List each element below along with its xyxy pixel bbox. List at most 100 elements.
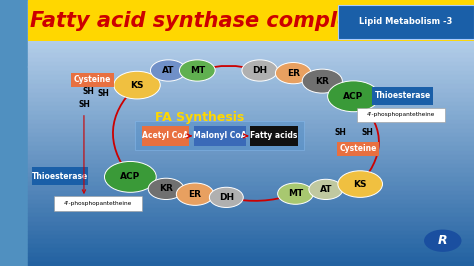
FancyBboxPatch shape bbox=[55, 196, 142, 211]
Bar bbox=[27, 115, 474, 120]
Text: ACP: ACP bbox=[120, 172, 140, 181]
Text: SH: SH bbox=[78, 100, 90, 109]
Bar bbox=[27, 261, 474, 266]
Bar bbox=[27, 62, 474, 66]
Bar bbox=[27, 231, 474, 235]
FancyBboxPatch shape bbox=[372, 87, 433, 105]
Bar bbox=[27, 84, 474, 89]
Text: 4'-phosphopantetheine: 4'-phosphopantetheine bbox=[64, 201, 132, 206]
Text: KS: KS bbox=[130, 81, 144, 90]
Bar bbox=[27, 35, 474, 40]
Text: SH: SH bbox=[362, 128, 374, 137]
Bar bbox=[27, 133, 474, 138]
Bar bbox=[27, 106, 474, 111]
Circle shape bbox=[104, 161, 156, 192]
Bar bbox=[27, 239, 474, 244]
Bar bbox=[27, 111, 474, 115]
FancyBboxPatch shape bbox=[71, 73, 114, 87]
Bar bbox=[27, 0, 474, 5]
Circle shape bbox=[210, 187, 243, 207]
Circle shape bbox=[275, 63, 311, 84]
Bar bbox=[27, 182, 474, 186]
Bar bbox=[27, 226, 474, 231]
Text: SH: SH bbox=[98, 89, 109, 98]
Bar bbox=[27, 208, 474, 213]
Bar bbox=[27, 66, 474, 71]
Circle shape bbox=[278, 183, 313, 204]
Bar bbox=[27, 248, 474, 253]
Bar bbox=[27, 160, 474, 164]
FancyBboxPatch shape bbox=[142, 126, 189, 146]
Text: KS: KS bbox=[354, 180, 367, 189]
Text: SH: SH bbox=[334, 128, 346, 137]
Text: KR: KR bbox=[159, 184, 173, 193]
Bar bbox=[27, 120, 474, 124]
Bar bbox=[27, 177, 474, 182]
Circle shape bbox=[328, 81, 379, 112]
FancyBboxPatch shape bbox=[357, 108, 445, 122]
Bar bbox=[27, 9, 474, 13]
Bar bbox=[27, 89, 474, 93]
Circle shape bbox=[180, 60, 215, 81]
Bar bbox=[27, 80, 474, 84]
Bar bbox=[27, 200, 474, 204]
Bar bbox=[27, 155, 474, 160]
Bar bbox=[27, 71, 474, 75]
Bar bbox=[27, 0, 474, 41]
Text: Acetyl CoA: Acetyl CoA bbox=[142, 131, 189, 140]
Bar bbox=[27, 75, 474, 80]
Text: Fatty acids: Fatty acids bbox=[250, 131, 298, 140]
Text: DH: DH bbox=[252, 66, 267, 75]
Text: 4'-phosphopantetheine: 4'-phosphopantetheine bbox=[366, 113, 435, 117]
Bar bbox=[27, 151, 474, 155]
Bar bbox=[27, 44, 474, 49]
Circle shape bbox=[242, 60, 278, 81]
Bar bbox=[27, 98, 474, 102]
Text: AT: AT bbox=[319, 185, 332, 194]
Text: Cysteine: Cysteine bbox=[74, 75, 111, 84]
FancyBboxPatch shape bbox=[194, 126, 246, 146]
Bar bbox=[27, 13, 474, 18]
Bar bbox=[27, 93, 474, 98]
Text: FA Synthesis: FA Synthesis bbox=[155, 111, 244, 123]
FancyBboxPatch shape bbox=[32, 167, 88, 185]
Text: R: R bbox=[438, 234, 447, 247]
Text: Thioesterase: Thioesterase bbox=[374, 91, 431, 100]
Circle shape bbox=[309, 179, 343, 200]
Circle shape bbox=[148, 178, 184, 200]
Circle shape bbox=[302, 69, 342, 93]
Bar bbox=[27, 222, 474, 226]
Bar bbox=[27, 49, 474, 53]
Text: Thioesterase: Thioesterase bbox=[32, 172, 88, 181]
Text: Fatty acid synthase complex: Fatty acid synthase complex bbox=[30, 11, 365, 31]
Bar bbox=[27, 40, 474, 44]
Bar bbox=[27, 142, 474, 146]
Bar bbox=[27, 173, 474, 177]
Text: AT: AT bbox=[162, 66, 174, 75]
Bar bbox=[27, 164, 474, 168]
Circle shape bbox=[114, 71, 160, 99]
Bar bbox=[27, 146, 474, 151]
Bar bbox=[27, 217, 474, 222]
Text: ER: ER bbox=[189, 190, 201, 199]
Bar bbox=[27, 22, 474, 27]
Bar bbox=[27, 53, 474, 58]
Bar bbox=[27, 235, 474, 239]
Bar bbox=[27, 124, 474, 128]
Bar bbox=[27, 253, 474, 257]
Text: MT: MT bbox=[288, 189, 303, 198]
Bar bbox=[27, 128, 474, 133]
Bar bbox=[27, 18, 474, 22]
Text: DH: DH bbox=[219, 193, 234, 202]
Bar bbox=[27, 186, 474, 191]
Bar bbox=[27, 168, 474, 173]
Bar bbox=[27, 195, 474, 200]
Bar bbox=[27, 138, 474, 142]
Bar bbox=[27, 257, 474, 261]
Text: Cysteine: Cysteine bbox=[339, 144, 377, 153]
FancyBboxPatch shape bbox=[250, 126, 298, 146]
Bar bbox=[27, 191, 474, 195]
Circle shape bbox=[176, 183, 214, 205]
FancyBboxPatch shape bbox=[338, 5, 474, 39]
Bar bbox=[27, 27, 474, 31]
